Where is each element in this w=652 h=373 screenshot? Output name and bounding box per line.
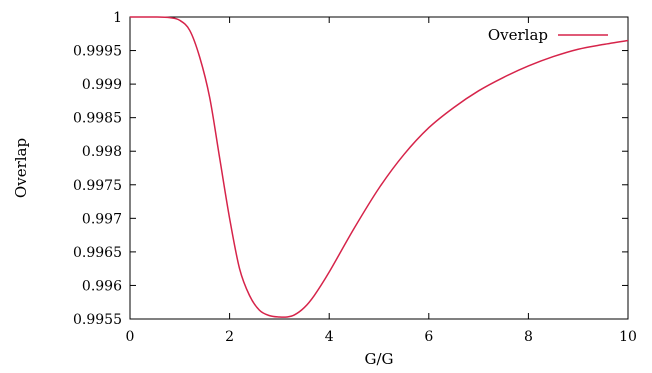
series-line-overlap (129, 16, 629, 318)
legend: Overlap (488, 26, 608, 44)
legend-label-overlap: Overlap (488, 26, 548, 44)
y-tick-label: 0.996 (82, 278, 122, 294)
x-axis-ticks: 0 2 4 6 8 10 (126, 17, 637, 345)
x-tick-label: 6 (424, 329, 433, 345)
y-tick-label: 0.9965 (73, 245, 122, 261)
y-axis-ticks: 0.9955 0.996 0.9965 0.997 0.9975 0.998 0.9985 0… (73, 10, 628, 328)
y-tick-label: 0.999 (82, 77, 122, 93)
y-tick-label: 0.998 (82, 144, 122, 160)
y-tick-label: 0.997 (82, 211, 122, 227)
x-tick-label: 2 (225, 329, 234, 345)
y-tick-label: 0.9975 (73, 178, 122, 194)
x-tick-label: 8 (524, 329, 533, 345)
x-tick-label: 10 (619, 329, 637, 345)
x-axis-title: G/G (364, 350, 393, 368)
x-tick-label: 0 (126, 329, 135, 345)
y-tick-label: 1 (113, 10, 122, 26)
y-tick-label: 0.9995 (73, 44, 122, 60)
y-tick-label: 0.9955 (73, 312, 122, 328)
y-tick-label: 0.9985 (73, 111, 122, 127)
plot-frame (129, 16, 629, 320)
y-axis-title: Overlap (12, 138, 30, 198)
x-tick-label: 4 (325, 329, 334, 345)
